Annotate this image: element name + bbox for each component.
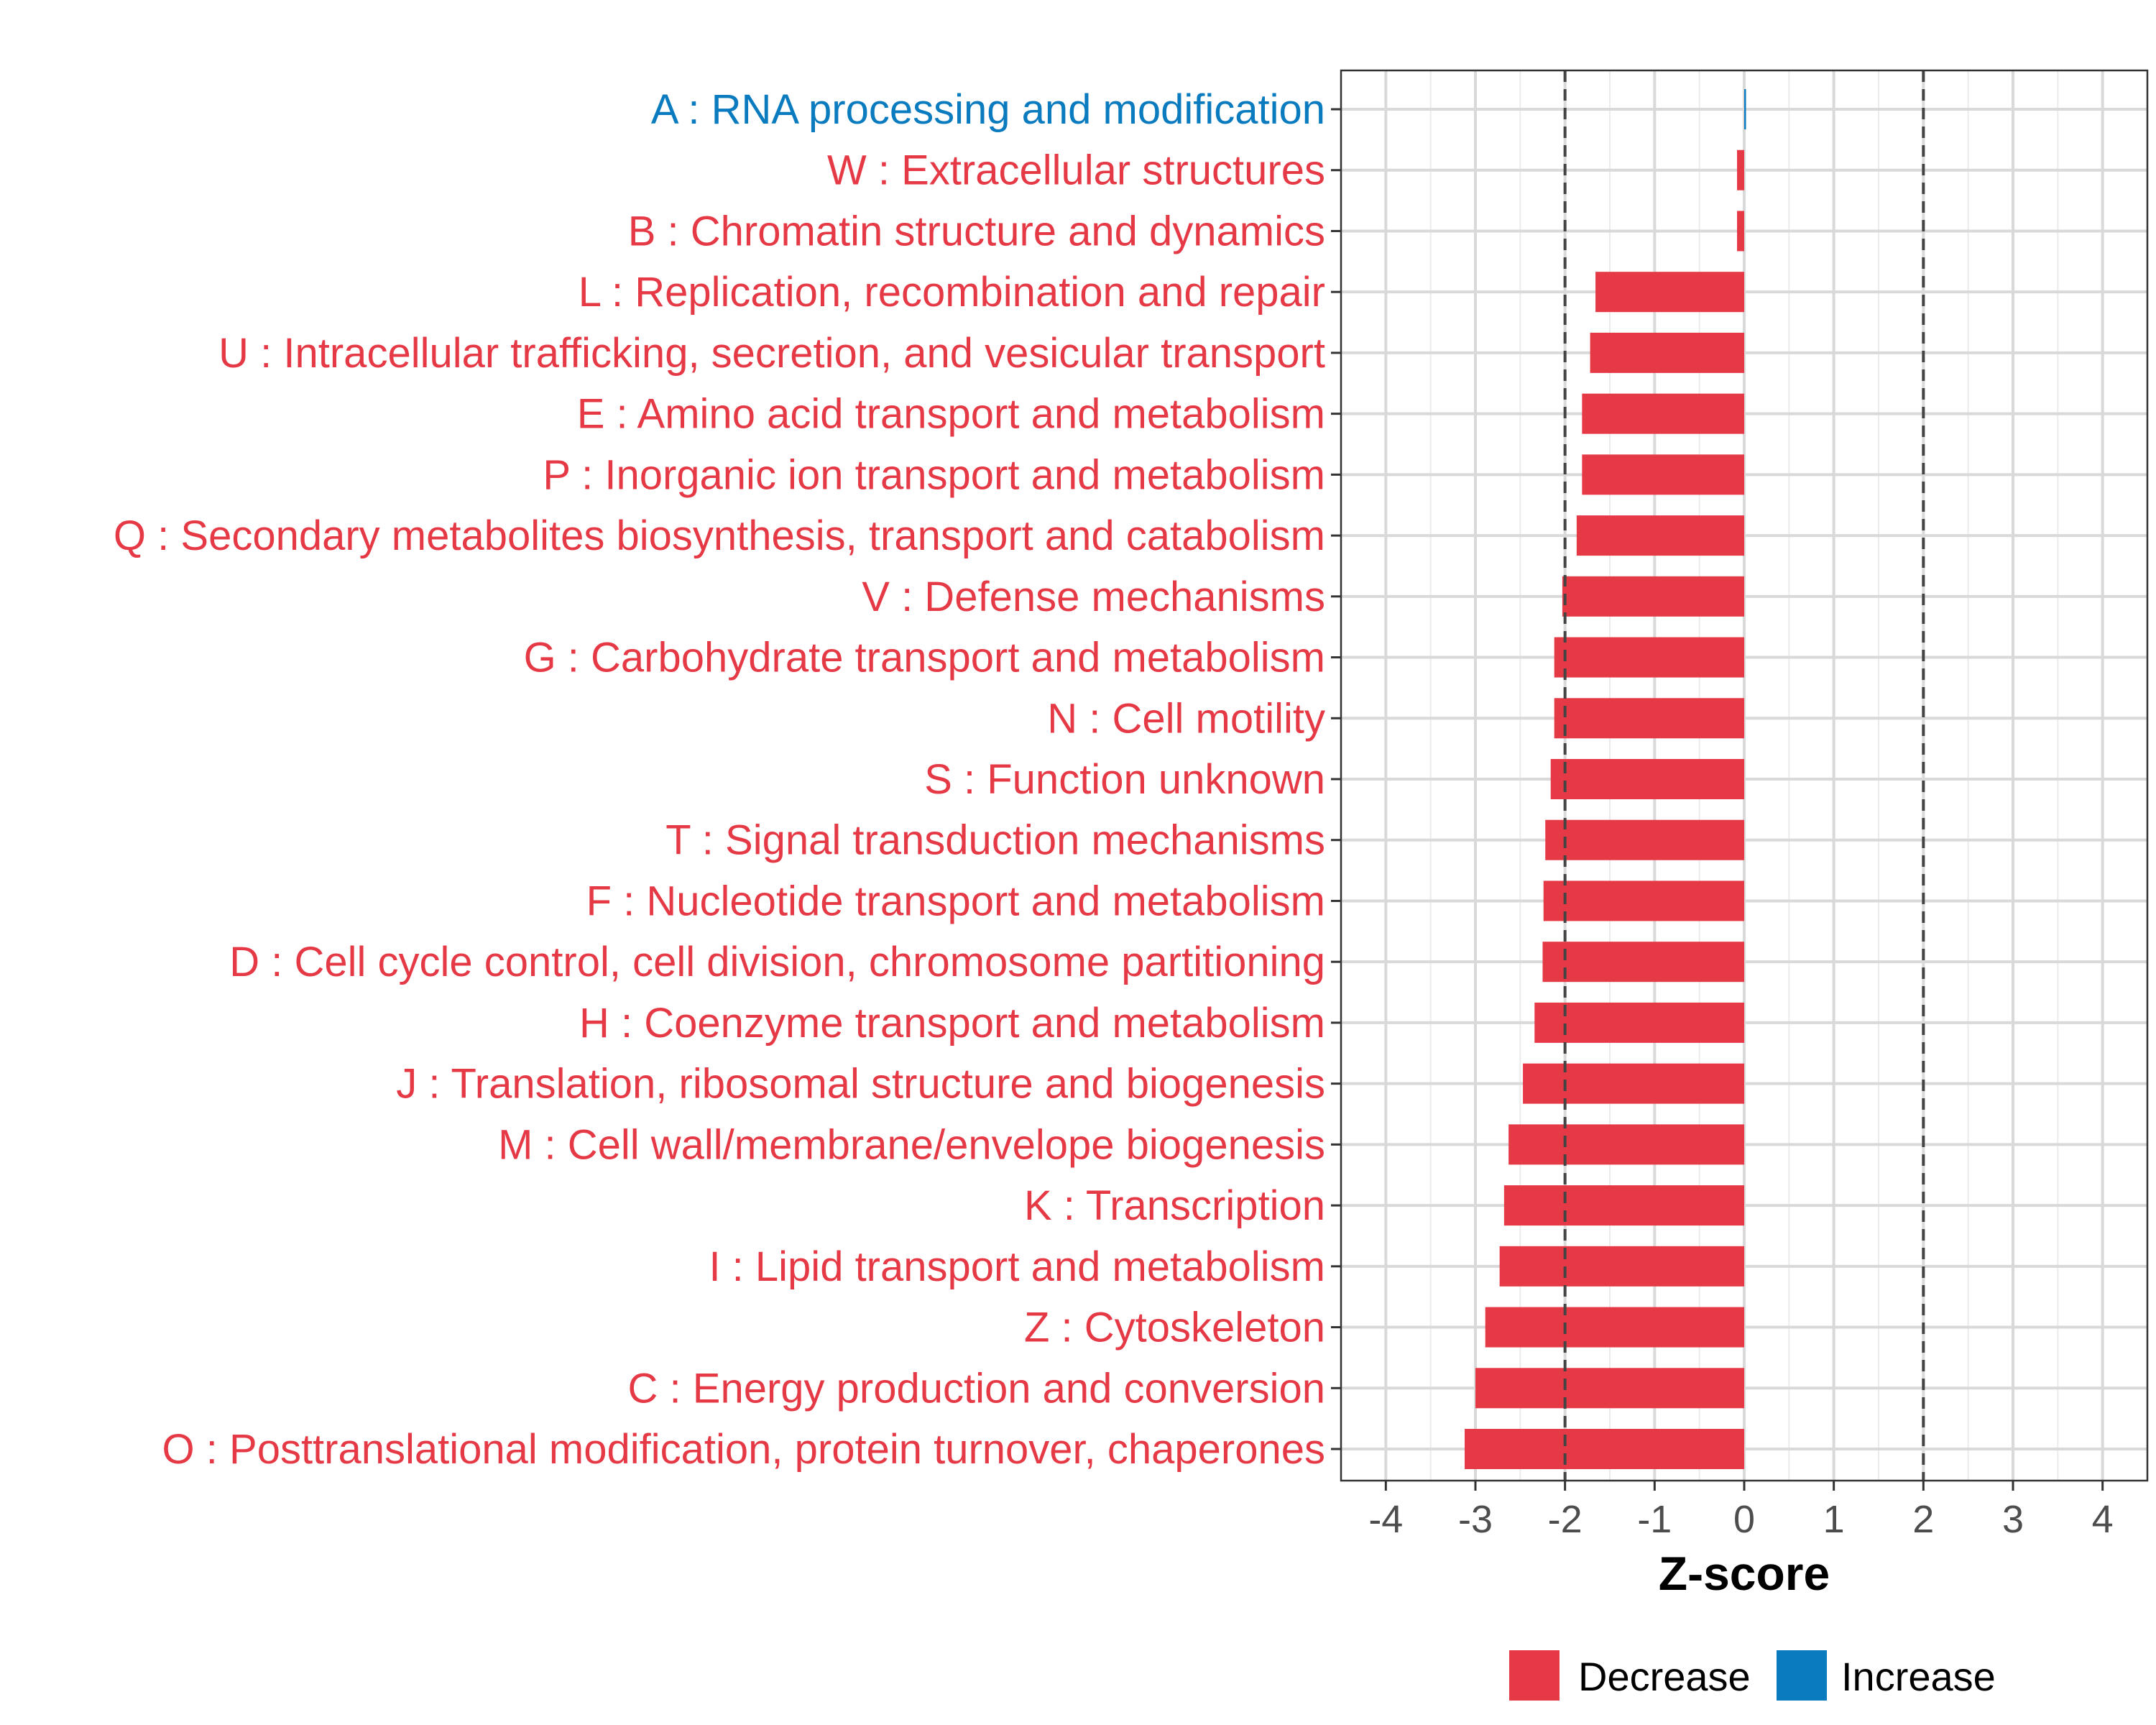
category-label: E : Amino acid transport and metabolism	[577, 391, 1325, 438]
bar-q	[1576, 515, 1744, 556]
legend-swatch-decrease	[1509, 1650, 1560, 1701]
x-axis-ticks: -4 -3 -2 -1 0 1 2 3 4	[1368, 1481, 2114, 1541]
category-label: P : Inorganic ion transport and metaboli…	[543, 451, 1325, 498]
bar-w	[1737, 150, 1744, 190]
bars	[1465, 89, 1746, 1469]
x-tick-label: 4	[2092, 1498, 2114, 1541]
bar-p	[1582, 454, 1744, 495]
category-label: W : Extracellular structures	[827, 147, 1325, 194]
category-label: M : Cell wall/membrane/envelope biogenes…	[498, 1121, 1325, 1168]
bar-j	[1523, 1063, 1744, 1104]
y-axis-ticks	[1331, 108, 1341, 1450]
x-tick-label: -1	[1637, 1498, 1672, 1541]
category-label: U : Intracellular trafficking, secretion…	[218, 330, 1325, 377]
bar-o	[1465, 1429, 1744, 1469]
category-label: F : Nucleotide transport and metabolism	[586, 878, 1325, 924]
x-tick-label: 1	[1823, 1498, 1845, 1541]
category-label: N : Cell motility	[1047, 695, 1325, 742]
x-tick-label: 2	[1912, 1498, 1934, 1541]
bar-c	[1475, 1368, 1744, 1409]
category-label: O : Posttranslational modification, prot…	[162, 1426, 1325, 1473]
legend-swatch-increase	[1777, 1650, 1827, 1701]
bar-v	[1562, 576, 1744, 617]
category-label: I : Lipid transport and metabolism	[709, 1243, 1325, 1290]
x-tick-label: 3	[2002, 1498, 2024, 1541]
bar-z	[1485, 1307, 1744, 1348]
x-tick-label: -4	[1368, 1498, 1403, 1541]
bar-t	[1545, 819, 1744, 860]
y-axis-labels: A : RNA processing and modification W : E…	[114, 86, 1325, 1473]
bar-f	[1543, 880, 1744, 921]
bar-a	[1744, 89, 1746, 129]
bar-s	[1550, 759, 1744, 799]
bar-k	[1503, 1185, 1744, 1226]
category-label: T : Signal transduction mechanisms	[665, 817, 1325, 864]
category-label: Q : Secondary metabolites biosynthesis, …	[114, 512, 1325, 559]
category-label: S : Function unknown	[924, 756, 1325, 803]
x-tick-label: -2	[1548, 1498, 1583, 1541]
bar-m	[1508, 1124, 1744, 1165]
category-label: G : Carbohydrate transport and metabolis…	[524, 635, 1325, 681]
reference-lines	[1563, 70, 1925, 1481]
bar-u	[1590, 332, 1744, 373]
category-label: V : Defense mechanisms	[862, 574, 1325, 620]
category-label: D : Cell cycle control, cell division, c…	[229, 939, 1325, 985]
bar-g	[1554, 637, 1744, 678]
category-label: H : Coenzyme transport and metabolism	[579, 1000, 1325, 1046]
x-tick-label: -3	[1458, 1498, 1493, 1541]
legend-label-decrease: Decrease	[1578, 1654, 1751, 1699]
category-label: J : Translation, ribosomal structure and…	[396, 1061, 1325, 1108]
category-label: Z : Cytoskeleton	[1024, 1305, 1325, 1351]
category-label: B : Chromatin structure and dynamics	[628, 208, 1325, 254]
bar-h	[1534, 1002, 1744, 1043]
bar-b	[1737, 211, 1744, 252]
bar-e	[1582, 393, 1744, 434]
bar-n	[1554, 698, 1744, 739]
x-axis-title: Z-score	[1659, 1547, 1830, 1600]
legend-label-increase: Increase	[1841, 1654, 1996, 1699]
bar-d	[1542, 942, 1744, 983]
bar-i	[1499, 1246, 1744, 1287]
x-tick-label: 0	[1733, 1498, 1755, 1541]
category-label: C : Energy production and conversion	[628, 1365, 1325, 1412]
category-label: L : Replication, recombination and repai…	[579, 269, 1325, 316]
category-label: K : Transcription	[1024, 1182, 1325, 1229]
legend: Decrease Increase	[1509, 1650, 1996, 1701]
category-label: A : RNA processing and modification	[651, 86, 1325, 133]
bar-l	[1595, 272, 1744, 313]
